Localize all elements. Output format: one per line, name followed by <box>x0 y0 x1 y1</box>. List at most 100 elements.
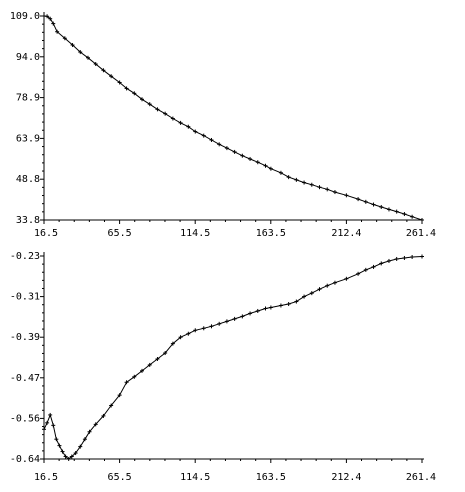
data-point <box>42 427 46 432</box>
x-tick-label: 163.5 <box>256 228 286 239</box>
data-point <box>45 14 50 19</box>
data-point <box>93 62 98 67</box>
data-point <box>371 264 376 269</box>
y-tick-label: -0.23 <box>10 251 40 262</box>
data-point <box>132 374 137 379</box>
data-point <box>268 166 273 171</box>
data-point <box>332 190 337 195</box>
data-point <box>45 420 50 425</box>
data-point <box>325 283 330 288</box>
y-tick-label: -0.31 <box>10 292 40 303</box>
data-point <box>109 74 114 79</box>
x-tick-label: 114.5 <box>180 472 210 483</box>
data-point <box>344 193 349 198</box>
data-point <box>371 202 376 207</box>
x-tick-label: 212.4 <box>331 228 361 239</box>
data-point <box>410 214 415 219</box>
data-point <box>402 255 407 260</box>
data-point <box>170 116 175 121</box>
data-point <box>178 120 183 125</box>
data-point <box>394 209 399 214</box>
x-tick-label: 163.5 <box>256 472 286 483</box>
data-point <box>394 256 399 261</box>
data-point <box>147 102 152 107</box>
data-point <box>263 306 268 311</box>
data-point <box>124 380 129 385</box>
data-point <box>286 302 291 307</box>
x-tick-label: 212.4 <box>331 472 361 483</box>
data-point <box>255 308 260 313</box>
y-tick-label: -0.39 <box>10 332 40 343</box>
data-point <box>410 254 415 259</box>
data-point <box>54 437 59 442</box>
data-point <box>186 124 191 129</box>
x-tick-label: 261.4 <box>406 228 436 239</box>
data-point <box>402 212 407 217</box>
data-point <box>363 267 368 272</box>
data-point <box>317 287 322 292</box>
data-point <box>163 111 168 116</box>
x-tick-label: 65.5 <box>108 472 132 483</box>
data-point <box>69 454 74 459</box>
y-tick-label: 48.8 <box>16 174 40 185</box>
data-point <box>255 160 260 165</box>
data-point <box>201 326 206 331</box>
data-point <box>248 156 253 161</box>
data-point <box>344 276 349 281</box>
data-point <box>294 299 299 304</box>
data-point <box>57 443 62 448</box>
data-point <box>117 393 122 398</box>
data-point <box>309 182 314 187</box>
data-point <box>60 449 65 454</box>
data-point <box>66 457 71 461</box>
data-point <box>93 422 98 427</box>
data-point <box>51 423 56 428</box>
data-point <box>82 437 87 442</box>
data-point <box>62 36 67 41</box>
data-point <box>379 204 384 209</box>
data-point <box>386 258 391 263</box>
data-point <box>240 314 245 319</box>
y-tick-label: 63.9 <box>16 133 40 144</box>
series-line <box>43 15 423 221</box>
x-tick-label: 114.5 <box>180 228 210 239</box>
data-point <box>317 185 322 190</box>
data-point <box>240 153 245 158</box>
data-point <box>178 335 183 340</box>
data-point <box>363 199 368 204</box>
data-point <box>140 368 145 373</box>
y-tick-label: -0.56 <box>10 413 40 424</box>
data-point <box>217 142 222 147</box>
data-point <box>286 175 291 180</box>
data-point <box>278 303 283 308</box>
x-tick-label: 16.5 <box>34 228 58 239</box>
data-point <box>193 129 198 134</box>
data-point <box>51 21 56 26</box>
data-point <box>155 107 160 112</box>
data-point <box>263 163 268 168</box>
data-point <box>217 321 222 326</box>
data-point <box>163 351 168 356</box>
data-point <box>209 324 214 329</box>
data-point <box>147 362 152 367</box>
data-point <box>420 254 424 259</box>
y-tick-label: 109.0 <box>10 11 40 22</box>
bottom-chart: 16.5 65.5 114.5 163.5 212.4 261.4 -0.23 -0.31 -0… <box>10 251 436 483</box>
data-point <box>232 149 237 154</box>
series-line <box>43 256 423 460</box>
data-point <box>248 311 253 316</box>
data-point <box>48 16 53 21</box>
data-point <box>101 413 106 418</box>
data-point <box>332 280 337 285</box>
data-point <box>132 91 137 96</box>
data-point <box>224 146 229 151</box>
data-point <box>302 294 307 299</box>
data-point <box>224 319 229 324</box>
x-tick-label: 261.4 <box>406 472 436 483</box>
data-point <box>302 180 307 185</box>
data-point <box>268 305 273 310</box>
data-point <box>73 451 78 456</box>
data-point <box>78 444 83 449</box>
data-point <box>356 271 361 276</box>
